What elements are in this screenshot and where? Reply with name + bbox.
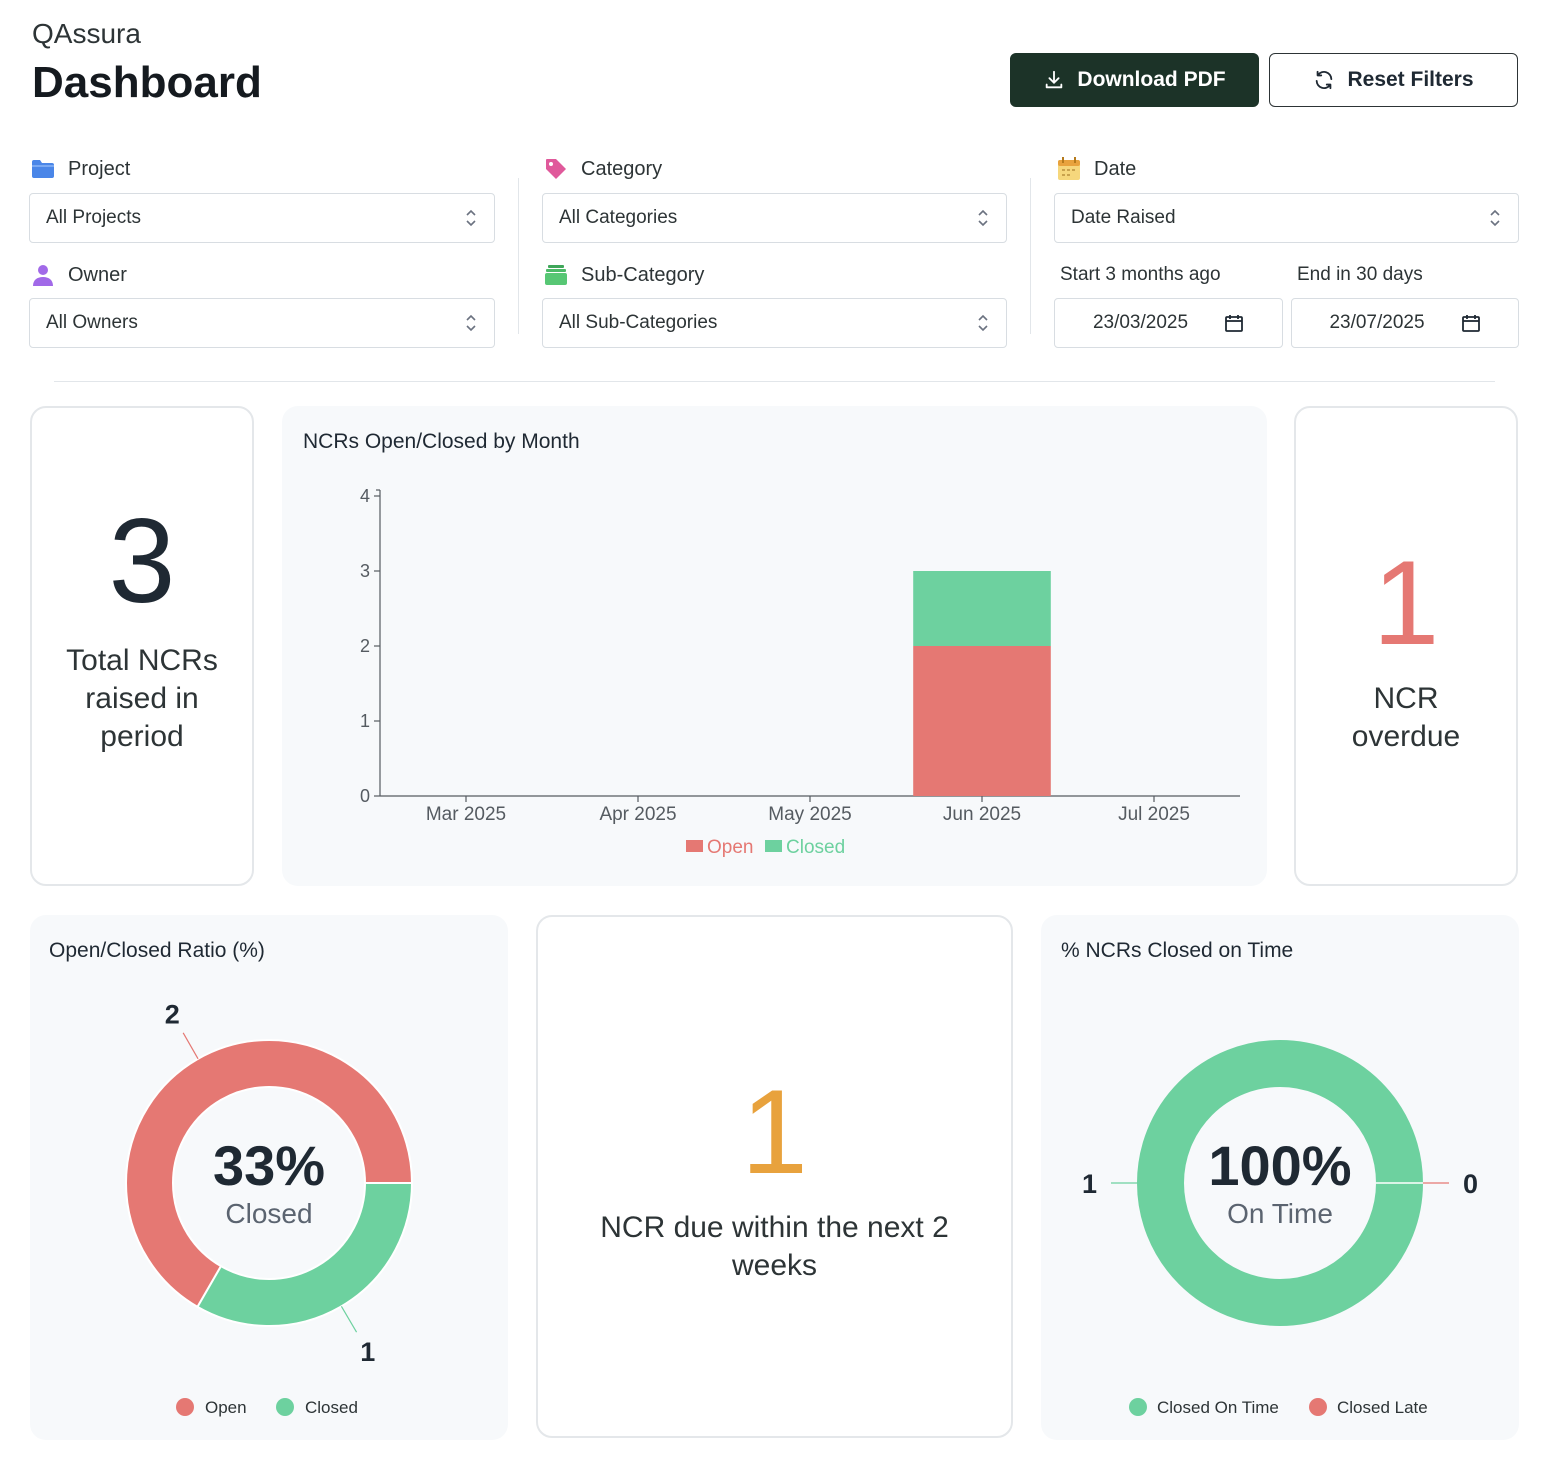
date-filter-label: Date bbox=[1056, 156, 1136, 182]
donut-center-value: 33% bbox=[213, 1134, 325, 1197]
x-tick-label: Apr 2025 bbox=[599, 804, 676, 825]
person-icon bbox=[33, 265, 53, 286]
download-pdf-button[interactable]: Download PDF bbox=[1010, 53, 1259, 107]
slice-open bbox=[125, 1039, 414, 1309]
ratio-chart-card: Open/Closed Ratio (%) 2 1 33% Closed Open Clo… bbox=[30, 915, 508, 1440]
end-date-label: End in 30 days bbox=[1297, 264, 1423, 285]
layers-icon bbox=[545, 265, 567, 285]
monthly-chart-card: NCRs Open/Closed by Month 0 1 2 3 4 Mar 2025 A… bbox=[282, 406, 1267, 886]
data-label: 2 bbox=[165, 1000, 180, 1030]
chevron-up-down-icon bbox=[1490, 209, 1500, 227]
x-tick-label: Jun 2025 bbox=[943, 804, 1021, 825]
y-tick-label: 3 bbox=[360, 561, 370, 581]
chevron-up-down-icon bbox=[978, 209, 988, 227]
download-icon bbox=[1046, 70, 1063, 89]
x-tick-label: Mar 2025 bbox=[426, 804, 506, 825]
ontime-donut-chart: 1 0 100%On Time Closed On Time Closed Late bbox=[1082, 1040, 1478, 1417]
legend-swatch bbox=[1309, 1398, 1327, 1416]
donut-center-label: On Time bbox=[1227, 1198, 1333, 1229]
legend-swatch bbox=[1129, 1398, 1147, 1416]
x-tick-label: May 2025 bbox=[768, 804, 851, 825]
section-divider bbox=[54, 381, 1495, 382]
folder-icon bbox=[32, 160, 54, 178]
filter-divider bbox=[518, 178, 519, 334]
total-ncrs-label: Total NCRs raised in period bbox=[66, 644, 218, 753]
y-tick-label: 2 bbox=[360, 636, 370, 656]
leader-line bbox=[340, 1306, 358, 1333]
start-date-label: Start 3 months ago bbox=[1060, 264, 1221, 285]
app-name: QAssura bbox=[32, 18, 141, 49]
total-ncrs-card: 3 Total NCRs raised in period bbox=[30, 406, 254, 886]
y-tick-label: 0 bbox=[360, 786, 370, 806]
bar-open bbox=[913, 646, 1051, 796]
refresh-icon bbox=[1316, 70, 1333, 90]
monthly-bar-chart: 0 1 2 3 4 Mar 2025 Apr 2025 May 2025 Jun 2025 Jul… bbox=[360, 486, 1240, 858]
category-select[interactable]: All Categories bbox=[542, 193, 1007, 243]
calendar-icon bbox=[1058, 157, 1080, 180]
legend-label: Closed bbox=[305, 1398, 358, 1417]
owner-filter-label: Owner bbox=[30, 262, 127, 288]
overdue-card: 1 NCR overdue bbox=[1294, 406, 1518, 886]
chevron-up-down-icon bbox=[466, 209, 476, 227]
total-ncrs-value: 3 bbox=[108, 494, 176, 628]
legend-label: Closed bbox=[786, 837, 845, 858]
download-pdf-label: Download PDF bbox=[1077, 68, 1226, 91]
due-soon-value: 1 bbox=[741, 1065, 808, 1199]
start-date-input[interactable]: 23/03/2025 bbox=[1054, 298, 1283, 348]
sub-category-filter-label: Sub-Category bbox=[543, 262, 704, 288]
legend-label: Closed On Time bbox=[1157, 1398, 1279, 1417]
page-title: Dashboard bbox=[32, 58, 262, 107]
monthly-chart-title: NCRs Open/Closed by Month bbox=[303, 430, 580, 453]
due-soon-card: 1 NCR due within the next 2 weeks bbox=[536, 915, 1013, 1438]
chevron-up-down-icon bbox=[978, 314, 988, 332]
ontime-chart-card: % NCRs Closed on Time 1 0 100% On Time Close… bbox=[1041, 915, 1519, 1440]
reset-filters-button[interactable]: Reset Filters bbox=[1269, 53, 1518, 107]
bar-closed bbox=[913, 571, 1051, 646]
ontime-chart-title: % NCRs Closed on Time bbox=[1061, 939, 1294, 962]
legend-swatch bbox=[276, 1398, 294, 1416]
x-tick-label: Jul 2025 bbox=[1118, 804, 1190, 825]
chevron-up-down-icon bbox=[466, 314, 476, 332]
donut-center-label: Closed bbox=[225, 1198, 312, 1229]
project-filter-label: Project bbox=[30, 156, 130, 182]
legend-swatch bbox=[686, 840, 703, 852]
data-label: 0 bbox=[1463, 1169, 1478, 1199]
filter-divider bbox=[1030, 178, 1031, 334]
slice-closed bbox=[196, 1182, 414, 1327]
reset-filters-label: Reset Filters bbox=[1347, 68, 1474, 91]
legend-label: Open bbox=[205, 1398, 247, 1417]
data-label: 1 bbox=[1082, 1169, 1097, 1199]
due-soon-label: NCR due within the next 2 weeks bbox=[600, 1211, 949, 1282]
leader-line bbox=[182, 1032, 199, 1060]
calendar-picker-icon[interactable] bbox=[1461, 313, 1481, 333]
calendar-picker-icon[interactable] bbox=[1224, 313, 1244, 333]
tag-icon bbox=[546, 159, 566, 179]
category-filter-label: Category bbox=[543, 156, 662, 182]
owner-select[interactable]: All Owners bbox=[29, 298, 495, 348]
y-tick-label: 4 bbox=[360, 486, 370, 506]
overdue-value: 1 bbox=[1372, 536, 1440, 670]
legend-label: Open bbox=[707, 837, 753, 858]
legend-swatch bbox=[176, 1398, 194, 1416]
date-type-select[interactable]: Date Raised bbox=[1054, 193, 1519, 243]
legend-swatch bbox=[765, 840, 782, 852]
overdue-label: NCR overdue bbox=[1351, 682, 1461, 753]
ratio-chart-title: Open/Closed Ratio (%) bbox=[49, 939, 265, 962]
end-date-input[interactable]: 23/07/2025 bbox=[1291, 298, 1519, 348]
y-tick-label: 1 bbox=[360, 711, 370, 731]
data-label: 1 bbox=[360, 1337, 375, 1367]
donut-center-value: 100% bbox=[1208, 1134, 1351, 1197]
legend-label: Closed Late bbox=[1337, 1398, 1428, 1417]
project-select[interactable]: All Projects bbox=[29, 193, 495, 243]
sub-category-select[interactable]: All Sub-Categories bbox=[542, 298, 1007, 348]
